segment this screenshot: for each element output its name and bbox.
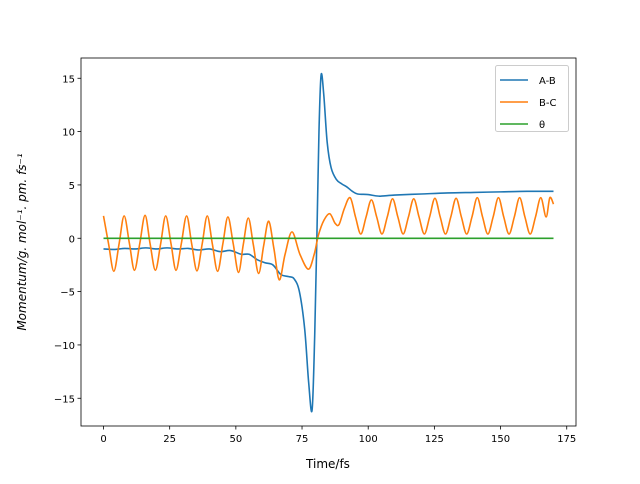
legend-label: θ — [539, 120, 545, 131]
y-tick-label: −15 — [54, 394, 75, 405]
x-tick-label: 50 — [229, 434, 242, 445]
x-tick-label: 75 — [296, 434, 309, 445]
x-tick-label: 125 — [425, 434, 444, 445]
x-axis: 0 25 50 75 100 125 150 175 — [100, 426, 576, 445]
x-tick-label: 0 — [100, 434, 106, 445]
y-axis-label: Momentum/g. mol⁻¹. pm. fs⁻¹ — [15, 153, 29, 331]
legend: A-B B-C θ — [495, 65, 569, 132]
y-tick-label: 5 — [69, 181, 75, 192]
y-tick-label: 0 — [69, 234, 75, 245]
x-tick-label: 175 — [557, 434, 576, 445]
series-line-1 — [103, 72, 554, 413]
x-tick-label: 150 — [491, 434, 510, 445]
y-tick-label: −10 — [54, 341, 75, 352]
legend-label: B-C — [539, 98, 556, 109]
y-tick-label: 15 — [62, 74, 75, 85]
y-axis: −15 −10 −5 0 5 10 15 — [54, 74, 81, 405]
y-tick-label: −5 — [60, 288, 75, 299]
x-tick-label: 25 — [163, 434, 176, 445]
x-tick-label: 100 — [359, 434, 378, 445]
y-tick-label: 10 — [62, 128, 75, 139]
series-line-2 — [102, 196, 555, 281]
axes-frame — [80, 57, 577, 427]
x-axis-label: Time/fs — [305, 457, 350, 471]
legend-frame — [495, 65, 569, 132]
legend-label: A-B — [539, 76, 556, 87]
plot-area — [102, 72, 555, 413]
